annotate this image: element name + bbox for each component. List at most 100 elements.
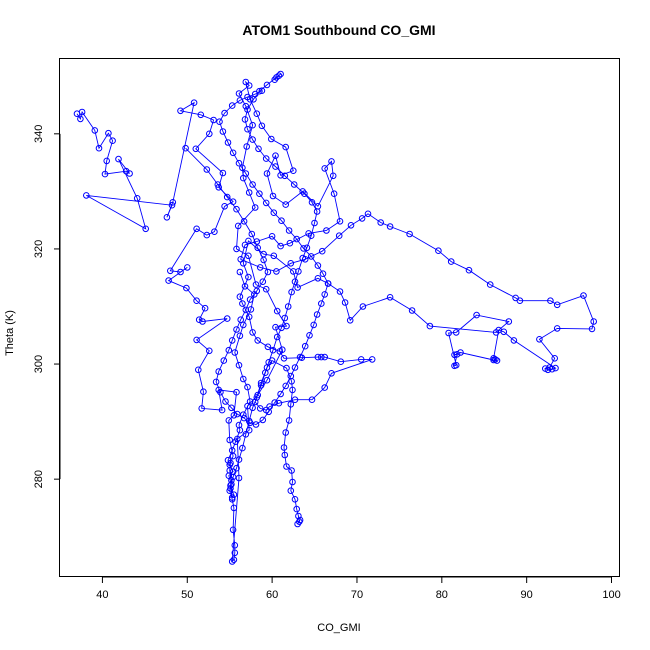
data-point xyxy=(451,351,458,359)
x-tick-label: 90 xyxy=(521,589,533,601)
series-layer xyxy=(73,70,598,565)
data-point xyxy=(486,281,494,288)
data-point xyxy=(101,170,109,178)
data-point xyxy=(246,419,254,427)
data-point xyxy=(249,121,256,129)
data-point xyxy=(183,284,190,292)
series-line xyxy=(185,90,329,425)
chart-title: ATOM1 Southbound CO_GMI xyxy=(242,22,435,38)
data-point xyxy=(265,359,273,366)
data-point xyxy=(452,329,460,336)
data-point xyxy=(296,353,304,361)
data-point xyxy=(240,218,248,225)
data-point xyxy=(321,291,329,298)
data-point xyxy=(177,268,184,276)
data-point xyxy=(258,122,266,130)
data-point xyxy=(241,241,249,249)
data-point xyxy=(447,258,455,265)
data-point xyxy=(231,349,239,356)
data-point xyxy=(307,232,315,239)
data-point xyxy=(337,358,345,366)
data-point xyxy=(95,144,103,152)
data-point xyxy=(222,398,229,405)
data-point xyxy=(182,144,189,152)
data-point xyxy=(240,375,247,383)
data-point xyxy=(271,76,279,83)
data-point xyxy=(452,361,460,369)
data-point xyxy=(386,294,394,301)
data-point xyxy=(103,157,110,165)
data-point xyxy=(347,222,355,229)
data-point xyxy=(308,396,316,404)
data-point xyxy=(336,218,344,225)
data-point xyxy=(277,390,284,398)
data-point xyxy=(253,238,261,245)
data-point xyxy=(240,260,247,267)
data-point xyxy=(245,313,253,321)
data-point xyxy=(245,237,252,245)
data-point xyxy=(234,222,242,230)
data-point xyxy=(233,464,240,472)
data-point xyxy=(275,72,283,79)
data-point xyxy=(276,348,284,355)
data-point xyxy=(242,306,250,314)
data-point xyxy=(215,184,222,191)
data-point xyxy=(242,102,250,110)
data-point xyxy=(262,155,270,162)
data-point xyxy=(290,268,297,275)
data-point xyxy=(241,116,249,123)
data-point xyxy=(282,143,290,151)
data-point xyxy=(190,99,198,106)
data-point xyxy=(321,384,329,391)
data-point xyxy=(303,244,311,252)
data-point xyxy=(228,481,235,488)
data-point xyxy=(300,245,307,252)
data-point xyxy=(516,297,524,305)
data-point xyxy=(253,287,261,295)
data-point xyxy=(289,478,296,486)
data-point xyxy=(235,159,243,167)
data-point xyxy=(227,482,234,489)
x-axis: 40 50 60 70 80 90 100 xyxy=(96,576,621,601)
data-point xyxy=(278,217,285,224)
data-point xyxy=(457,349,464,356)
data-point xyxy=(78,108,86,116)
data-point xyxy=(341,299,349,306)
data-point xyxy=(275,399,283,407)
data-point xyxy=(336,288,344,295)
data-point xyxy=(257,382,265,389)
data-point xyxy=(318,247,326,255)
data-point xyxy=(314,275,322,282)
y-tick-label: 280 xyxy=(33,470,45,488)
data-point xyxy=(445,329,452,337)
data-point xyxy=(193,297,200,305)
data-point xyxy=(270,209,278,216)
data-point xyxy=(239,444,246,452)
data-point xyxy=(91,127,99,134)
data-point xyxy=(287,487,295,495)
data-point xyxy=(273,333,281,341)
data-point xyxy=(229,526,237,534)
data-point xyxy=(323,227,330,234)
data-point xyxy=(291,396,299,404)
data-point xyxy=(199,318,206,325)
data-point xyxy=(206,347,213,355)
data-point xyxy=(232,438,239,446)
data-point xyxy=(227,485,234,492)
data-point xyxy=(236,426,244,434)
data-point xyxy=(223,193,231,201)
data-point xyxy=(328,370,335,377)
data-point xyxy=(256,405,264,412)
y-tick-label: 340 xyxy=(33,125,45,143)
data-point xyxy=(258,87,266,94)
series-line xyxy=(227,73,318,499)
data-point xyxy=(492,329,500,336)
data-point xyxy=(254,337,262,344)
data-point xyxy=(278,324,285,332)
data-point xyxy=(184,264,191,271)
data-point xyxy=(235,361,243,369)
data-point xyxy=(262,369,269,377)
data-point xyxy=(285,417,293,424)
data-point xyxy=(241,283,249,290)
